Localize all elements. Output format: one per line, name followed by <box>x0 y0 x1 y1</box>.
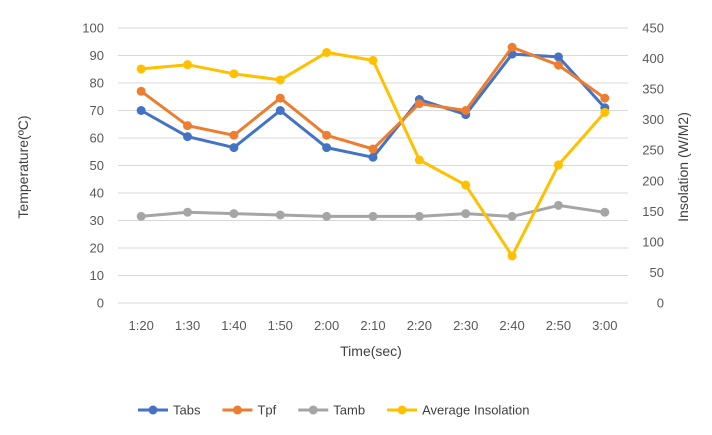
data-point <box>183 207 193 217</box>
data-point <box>229 209 239 219</box>
y-tick-label: 20 <box>90 241 104 256</box>
data-point <box>322 143 332 153</box>
x-tick-label: 1:30 <box>175 318 200 333</box>
series-tpf <box>136 42 610 154</box>
data-point <box>229 130 239 140</box>
data-point <box>553 200 563 210</box>
data-point <box>183 60 193 70</box>
x-tick-label: 2:10 <box>360 318 385 333</box>
data-point <box>368 55 378 65</box>
legend-label: Tamb <box>333 403 365 418</box>
data-point <box>183 121 193 131</box>
data-point <box>322 211 332 221</box>
data-point <box>136 106 146 115</box>
data-point <box>275 93 285 103</box>
y-tick-label: 30 <box>90 213 104 228</box>
y-tick-label: 10 <box>90 268 104 283</box>
x-axis-title: Time(sec) <box>340 343 402 359</box>
data-point <box>368 144 378 154</box>
legend-marker <box>308 405 318 415</box>
legend: Tabs Tpf Tamb Average Insolation <box>138 403 530 418</box>
data-point <box>414 155 424 165</box>
y-tick-label: 60 <box>90 131 104 146</box>
y2-tick-label: 300 <box>642 112 664 127</box>
y-tick-label: 90 <box>90 48 104 63</box>
series-layer <box>136 42 610 261</box>
x-tick-label: 2:50 <box>546 318 571 333</box>
data-point <box>322 47 332 57</box>
y-axis-left-ticks: 0 10 20 30 40 50 60 70 80 90 100 <box>82 21 104 311</box>
data-point <box>275 106 285 115</box>
legend-marker <box>148 405 158 415</box>
x-tick-label: 2:20 <box>407 318 432 333</box>
y-axis-right-title: Insolation (W/M2) <box>675 112 691 222</box>
y-axis-right-ticks: 0 50 100 150 200 250 300 350 400 450 <box>642 21 664 311</box>
data-point <box>322 130 332 140</box>
data-point <box>600 93 610 103</box>
data-point <box>414 211 424 221</box>
x-tick-label: 1:50 <box>268 318 293 333</box>
data-point <box>507 42 517 52</box>
legend-marker <box>232 405 242 415</box>
data-point <box>229 143 239 153</box>
y2-tick-label: 400 <box>642 51 664 66</box>
y-tick-label: 40 <box>90 186 104 201</box>
x-tick-label: 3:00 <box>592 318 617 333</box>
data-point <box>275 75 285 85</box>
legend-label: Tpf <box>257 403 276 418</box>
data-point <box>136 86 146 96</box>
y2-tick-label: 100 <box>642 234 664 249</box>
y2-tick-label: 50 <box>650 265 664 280</box>
data-point <box>183 132 193 142</box>
y-tick-label: 0 <box>97 296 104 311</box>
data-point <box>414 99 424 109</box>
x-tick-label: 2:40 <box>499 318 524 333</box>
data-point <box>275 210 285 220</box>
y-axis-left-title: Temperature(ºC) <box>15 115 31 218</box>
legend-label: Average Insolation <box>422 403 529 418</box>
data-point <box>553 52 563 62</box>
data-point <box>461 106 471 115</box>
x-tick-label: 2:30 <box>453 318 478 333</box>
legend-marker <box>397 405 407 415</box>
data-point <box>553 60 563 70</box>
y2-tick-label: 0 <box>657 296 664 311</box>
y-tick-label: 100 <box>82 21 104 36</box>
data-point <box>461 209 471 219</box>
y2-tick-label: 250 <box>642 143 664 158</box>
legend-item: Tamb <box>298 403 365 418</box>
x-axis-ticks: 1:20 1:30 1:40 1:50 2:00 2:10 2:20 2:30 2:40 2:50… <box>129 318 618 333</box>
data-point <box>368 211 378 221</box>
legend-item: Average Insolation <box>387 403 530 418</box>
x-tick-label: 2:00 <box>314 318 339 333</box>
y2-tick-label: 150 <box>642 204 664 219</box>
series-tamb <box>136 200 610 221</box>
data-point <box>461 180 471 190</box>
gridlines <box>118 27 628 304</box>
data-point <box>229 69 239 79</box>
data-point <box>553 160 563 170</box>
y2-tick-label: 450 <box>642 21 664 36</box>
data-point <box>368 152 378 162</box>
data-point <box>136 211 146 221</box>
legend-label: Tabs <box>173 403 201 418</box>
data-point <box>600 107 610 117</box>
y-tick-label: 80 <box>90 76 104 91</box>
data-point <box>507 211 517 221</box>
legend-item: Tabs <box>138 403 201 418</box>
data-point <box>507 251 517 261</box>
data-point <box>136 64 146 74</box>
data-point <box>600 207 610 217</box>
y2-tick-label: 200 <box>642 173 664 188</box>
series-average-insolation <box>136 47 610 261</box>
x-tick-label: 1:20 <box>129 318 154 333</box>
legend-item: Tpf <box>222 403 277 418</box>
y2-tick-label: 350 <box>642 82 664 97</box>
x-tick-label: 1:40 <box>221 318 246 333</box>
y-tick-label: 70 <box>90 103 104 118</box>
y-tick-label: 50 <box>90 158 104 173</box>
